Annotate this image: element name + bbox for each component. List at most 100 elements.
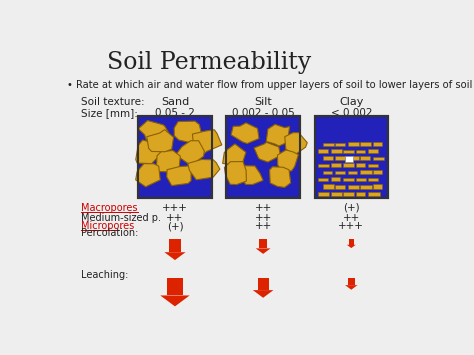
Polygon shape bbox=[164, 252, 185, 260]
Polygon shape bbox=[192, 130, 222, 154]
Bar bbox=[169, 239, 181, 252]
Text: +++: +++ bbox=[338, 221, 364, 231]
Bar bbox=[335, 171, 346, 174]
Text: 0.05 - 2: 0.05 - 2 bbox=[155, 108, 195, 118]
Bar bbox=[227, 116, 300, 198]
Bar bbox=[347, 185, 359, 189]
Bar bbox=[227, 116, 300, 198]
Bar bbox=[323, 157, 333, 160]
Polygon shape bbox=[285, 133, 307, 154]
Bar bbox=[259, 239, 267, 248]
Bar bbox=[356, 163, 365, 167]
Bar bbox=[315, 116, 388, 198]
Bar bbox=[335, 156, 345, 160]
Polygon shape bbox=[138, 121, 169, 144]
Text: < 0.002: < 0.002 bbox=[330, 108, 372, 118]
Bar bbox=[227, 116, 300, 198]
Polygon shape bbox=[136, 140, 164, 164]
Bar bbox=[318, 178, 328, 181]
Text: ++: ++ bbox=[255, 221, 272, 231]
Bar bbox=[315, 116, 388, 198]
Polygon shape bbox=[174, 121, 201, 143]
Polygon shape bbox=[238, 166, 263, 185]
Bar bbox=[347, 171, 357, 174]
Text: ++: ++ bbox=[166, 213, 183, 223]
Bar bbox=[138, 116, 212, 198]
Polygon shape bbox=[277, 150, 299, 171]
Bar bbox=[368, 192, 380, 196]
Bar bbox=[368, 164, 378, 167]
Text: • Rate at which air and water flow from upper layers of soil to lower layers of : • Rate at which air and water flow from … bbox=[66, 80, 472, 89]
Text: Clay: Clay bbox=[339, 97, 364, 107]
Bar bbox=[360, 185, 372, 189]
Bar bbox=[356, 149, 365, 153]
Bar bbox=[360, 142, 371, 146]
Bar bbox=[167, 278, 182, 295]
Text: ++: ++ bbox=[255, 203, 272, 213]
Text: (+): (+) bbox=[343, 203, 360, 213]
Bar bbox=[331, 149, 342, 153]
Text: Soil Permeability: Soil Permeability bbox=[107, 51, 311, 74]
Text: +++: +++ bbox=[162, 203, 188, 213]
Bar bbox=[373, 157, 384, 160]
Polygon shape bbox=[256, 248, 271, 254]
Polygon shape bbox=[270, 167, 291, 187]
Bar bbox=[373, 142, 382, 146]
Bar bbox=[323, 185, 334, 189]
Polygon shape bbox=[136, 164, 160, 187]
Polygon shape bbox=[224, 162, 246, 185]
Bar bbox=[331, 163, 341, 167]
Polygon shape bbox=[231, 123, 259, 143]
Polygon shape bbox=[147, 130, 173, 152]
Text: Medium-sized p.: Medium-sized p. bbox=[82, 213, 161, 223]
Bar bbox=[335, 185, 345, 189]
Polygon shape bbox=[176, 141, 204, 165]
Polygon shape bbox=[254, 142, 280, 162]
Text: Soil texture:: Soil texture: bbox=[82, 97, 145, 107]
Bar bbox=[368, 149, 378, 153]
Bar bbox=[343, 192, 355, 196]
Polygon shape bbox=[167, 166, 191, 186]
Bar bbox=[368, 178, 378, 181]
Polygon shape bbox=[223, 144, 246, 168]
Text: Silt: Silt bbox=[254, 97, 272, 107]
Polygon shape bbox=[266, 124, 290, 146]
Bar bbox=[349, 239, 354, 245]
Bar bbox=[360, 156, 370, 160]
Bar bbox=[373, 184, 382, 189]
Bar bbox=[335, 143, 345, 146]
Bar bbox=[258, 278, 269, 290]
Bar bbox=[343, 178, 355, 181]
Polygon shape bbox=[160, 295, 190, 306]
Text: Percolation:: Percolation: bbox=[82, 228, 139, 237]
Bar bbox=[348, 278, 355, 285]
Bar bbox=[318, 149, 328, 153]
Text: Leaching:: Leaching: bbox=[82, 270, 128, 280]
Polygon shape bbox=[188, 159, 220, 180]
Bar bbox=[360, 170, 372, 174]
Text: (+): (+) bbox=[167, 221, 183, 231]
Bar bbox=[373, 170, 382, 174]
Bar bbox=[318, 192, 329, 196]
Text: Macropores: Macropores bbox=[82, 203, 138, 213]
Polygon shape bbox=[156, 151, 180, 172]
Polygon shape bbox=[253, 290, 273, 298]
Bar bbox=[331, 177, 340, 181]
Text: Micropores: Micropores bbox=[82, 221, 135, 231]
Text: 0.002 - 0.05: 0.002 - 0.05 bbox=[232, 108, 294, 118]
Text: ++: ++ bbox=[343, 213, 360, 223]
Bar bbox=[138, 116, 212, 198]
Bar bbox=[138, 116, 212, 198]
Bar bbox=[343, 163, 355, 167]
Bar bbox=[318, 164, 328, 167]
FancyBboxPatch shape bbox=[55, 40, 430, 319]
Bar bbox=[343, 149, 354, 153]
Polygon shape bbox=[347, 245, 356, 248]
Bar bbox=[356, 192, 365, 196]
Bar bbox=[323, 143, 334, 146]
Text: Sand: Sand bbox=[161, 97, 189, 107]
Polygon shape bbox=[345, 285, 357, 290]
Bar bbox=[323, 171, 332, 174]
Bar bbox=[331, 192, 342, 196]
Bar bbox=[347, 156, 359, 160]
